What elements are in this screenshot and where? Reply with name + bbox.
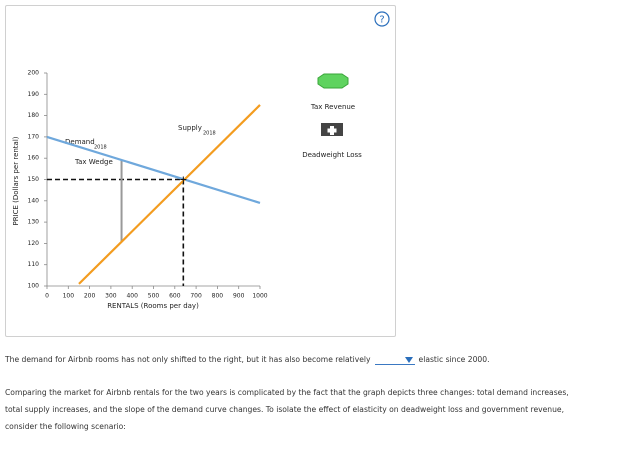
- y-tick-label: 160: [28, 155, 40, 162]
- curve: [78, 104, 261, 285]
- x-tick-label: 0: [45, 293, 49, 300]
- x-tick-label: 600: [169, 293, 181, 300]
- curve: [46, 135, 261, 204]
- sentence-end: elastic since 2000.: [418, 355, 490, 364]
- x-tick-label: 500: [148, 293, 160, 300]
- answer-dropdown[interactable]: [374, 356, 415, 365]
- chart-panel: ? PRICE (Dollars per rental) RENTALS (Ro…: [5, 5, 396, 337]
- y-axis-label: PRICE (Dollars per rental): [12, 136, 20, 225]
- tax-revenue-icon[interactable]: [317, 73, 349, 89]
- supply-label-year: 2018: [203, 131, 216, 137]
- tax-wedge-label: Tax Wedge: [74, 158, 113, 166]
- help-icon[interactable]: ?: [374, 11, 390, 27]
- y-tick-label: 180: [28, 112, 40, 119]
- x-axis-label: RENTALS (Rooms per day): [107, 302, 199, 310]
- paragraph-line: total supply increases, and the slope of…: [5, 405, 565, 414]
- y-tick-label: 190: [28, 91, 40, 98]
- tax-revenue-label: Tax Revenue: [310, 103, 355, 111]
- y-tick-label: 200: [28, 70, 40, 77]
- y-tick-label: 120: [28, 240, 40, 247]
- y-tick-label: 170: [28, 133, 40, 140]
- x-tick-label: 900: [233, 293, 245, 300]
- y-tick-label: 100: [28, 283, 40, 290]
- demand-label: Demand: [65, 138, 95, 146]
- deadweight-loss-label: Deadweight Loss: [302, 151, 362, 159]
- y-tick-label: 140: [28, 197, 40, 204]
- x-tick-label: 700: [190, 293, 202, 300]
- supply-label: Supply: [178, 124, 202, 132]
- paragraph-line: Comparing the market for Airbnb rentals …: [5, 388, 569, 397]
- equilibrium-marker: [180, 176, 187, 183]
- x-tick-label: 400: [126, 293, 138, 300]
- sentence-start: The demand for Airbnb rooms has not only…: [5, 355, 371, 364]
- x-tick-label: 1000: [252, 293, 267, 300]
- x-tick-label: 800: [212, 293, 224, 300]
- y-tick-label: 150: [28, 176, 40, 183]
- chart: ? PRICE (Dollars per rental) RENTALS (Ro…: [12, 11, 390, 310]
- tax-revenue-tool[interactable]: [317, 73, 349, 89]
- deadweight-loss-tool[interactable]: [321, 123, 343, 136]
- x-tick-label: 200: [84, 293, 96, 300]
- x-tick-label: 300: [105, 293, 117, 300]
- help-glyph[interactable]: ?: [379, 15, 384, 26]
- paragraph-line: consider the following scenario:: [5, 422, 126, 431]
- y-tick-label: 110: [28, 261, 40, 268]
- x-tick-label: 100: [63, 293, 75, 300]
- y-tick-label: 130: [28, 219, 40, 226]
- deadweight-loss-glyph[interactable]: [327, 126, 337, 135]
- help-circle[interactable]: [374, 11, 390, 27]
- demand-label-year: 2018: [94, 145, 107, 151]
- question-sentence: The demand for Airbnb rooms has not only…: [5, 355, 489, 365]
